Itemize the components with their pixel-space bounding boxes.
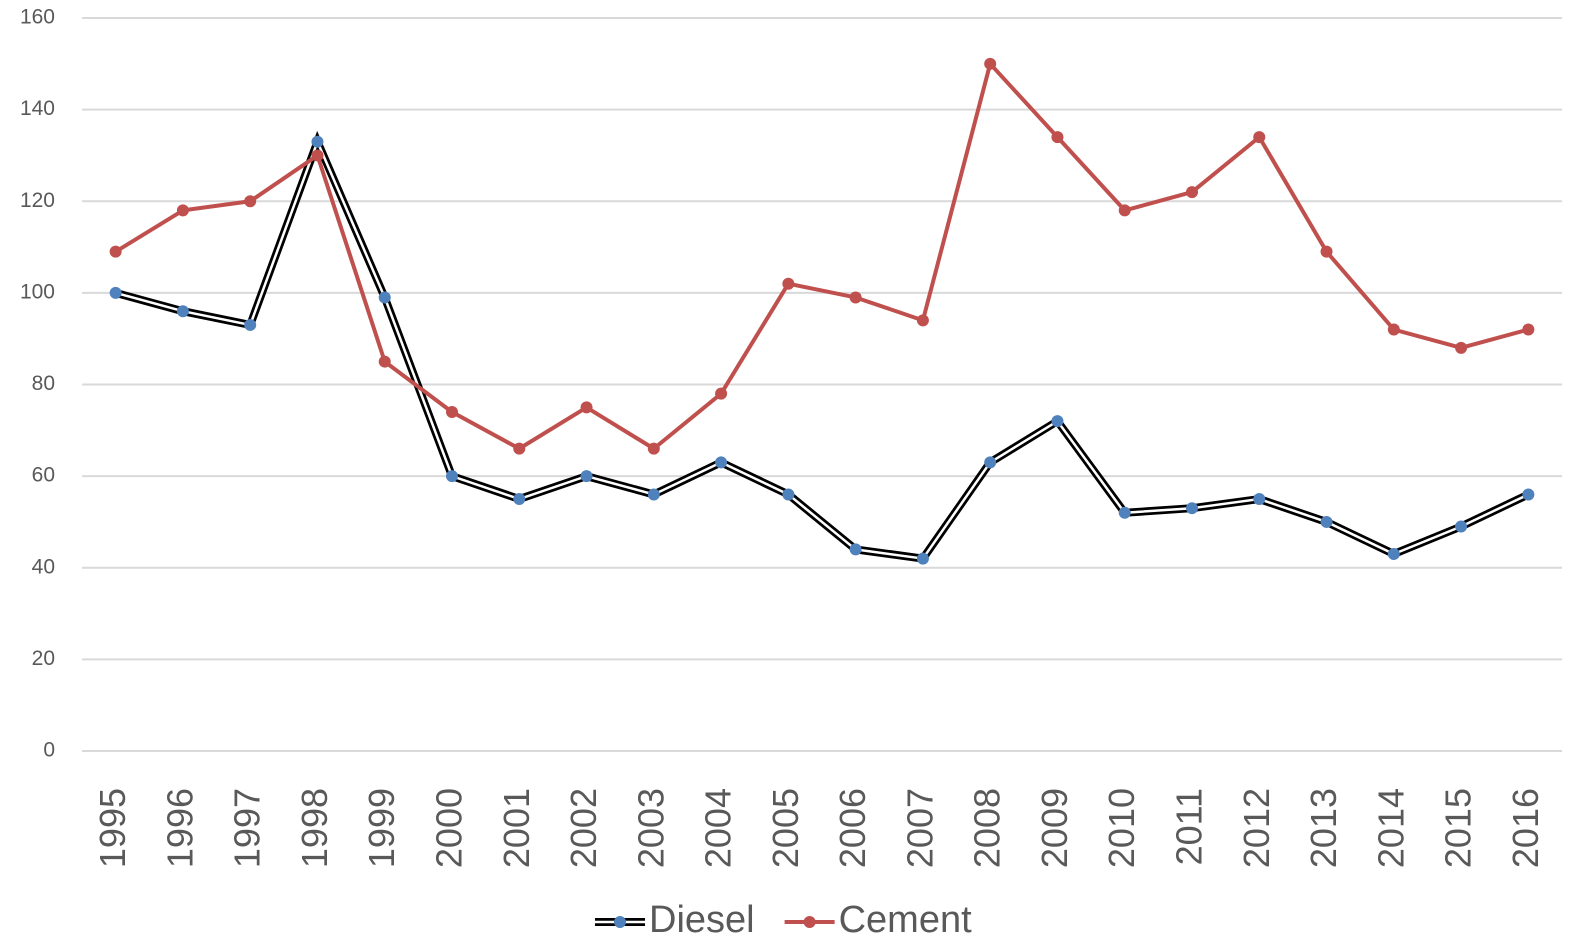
data-point — [513, 493, 526, 506]
data-point — [513, 442, 526, 455]
data-point — [176, 204, 189, 217]
legend-marker — [614, 916, 626, 928]
data-point — [378, 291, 391, 304]
data-point — [311, 135, 324, 148]
data-point — [1118, 204, 1131, 217]
y-tick-label: 20 — [32, 647, 55, 670]
x-tick-label: 1999 — [361, 788, 402, 868]
data-point — [984, 57, 997, 70]
data-point — [446, 405, 458, 418]
y-tick-label: 80 — [32, 372, 55, 395]
y-tick-label: 120 — [20, 189, 55, 212]
data-point — [1253, 493, 1266, 506]
data-point — [1051, 415, 1064, 428]
data-point — [1186, 502, 1198, 515]
y-tick-label: 140 — [20, 97, 55, 120]
data-point — [1320, 245, 1333, 258]
x-tick-label: 2009 — [1034, 788, 1075, 868]
x-tick-label: 2012 — [1236, 788, 1277, 868]
x-tick-label: 2004 — [698, 788, 739, 868]
data-point — [1522, 323, 1535, 336]
legend-marker — [803, 916, 816, 928]
x-tick-label: 2003 — [630, 788, 671, 868]
x-tick-label: 2013 — [1303, 788, 1344, 868]
legend-label: Cement — [839, 899, 972, 941]
data-point — [647, 442, 660, 455]
x-tick-label: 2001 — [496, 788, 537, 868]
data-point — [1455, 341, 1468, 354]
data-point — [1186, 186, 1198, 199]
data-point — [782, 488, 795, 501]
data-point — [378, 355, 391, 368]
x-tick-label: 2016 — [1505, 788, 1546, 868]
x-tick-label: 1996 — [159, 788, 200, 868]
legend-label: Diesel — [649, 899, 755, 941]
data-point — [1387, 323, 1400, 336]
data-point — [849, 291, 862, 304]
x-tick-label: 2005 — [765, 788, 806, 868]
data-point — [244, 318, 257, 331]
data-point — [715, 387, 728, 400]
data-point — [176, 305, 189, 318]
data-point — [715, 456, 728, 469]
data-point — [311, 149, 324, 162]
data-point — [580, 470, 593, 483]
data-point — [109, 286, 122, 299]
y-tick-label: 100 — [20, 280, 55, 303]
data-point — [916, 552, 929, 565]
y-tick-label: 40 — [32, 555, 55, 578]
data-point — [244, 195, 257, 208]
data-point — [1051, 131, 1064, 144]
data-point — [984, 456, 997, 469]
series-line-inner — [115, 138, 1529, 560]
data-point — [1253, 131, 1266, 144]
x-tick-label: 1997 — [227, 788, 268, 868]
y-tick-label: 0 — [43, 739, 55, 762]
data-point — [916, 314, 929, 327]
data-point — [782, 277, 795, 290]
x-tick-label: 1998 — [294, 788, 335, 868]
data-point — [580, 401, 593, 414]
data-point — [849, 543, 862, 556]
data-point — [446, 470, 458, 483]
x-tick-label: 2011 — [1169, 788, 1210, 865]
x-tick-label: 2006 — [832, 788, 873, 868]
x-tick-label: 2010 — [1101, 788, 1142, 868]
data-point — [1522, 488, 1535, 501]
x-tick-label: 2000 — [429, 788, 470, 868]
series-line — [114, 130, 1531, 563]
data-point — [1118, 506, 1131, 519]
x-tick-label: 2015 — [1438, 788, 1479, 868]
series-line — [114, 61, 1529, 451]
x-tick-label: 2002 — [563, 788, 604, 868]
x-tick-label: 1995 — [92, 788, 133, 868]
x-tick-label: 2014 — [1370, 788, 1411, 868]
x-tick-label: 2007 — [899, 788, 940, 868]
x-tick-label: 2008 — [967, 788, 1008, 868]
y-tick-label: 160 — [20, 6, 55, 29]
data-point — [1455, 520, 1468, 533]
y-tick-label: 60 — [32, 464, 55, 487]
data-point — [109, 245, 122, 258]
data-point — [647, 488, 660, 501]
data-point — [1320, 515, 1333, 528]
data-point — [1387, 548, 1400, 561]
